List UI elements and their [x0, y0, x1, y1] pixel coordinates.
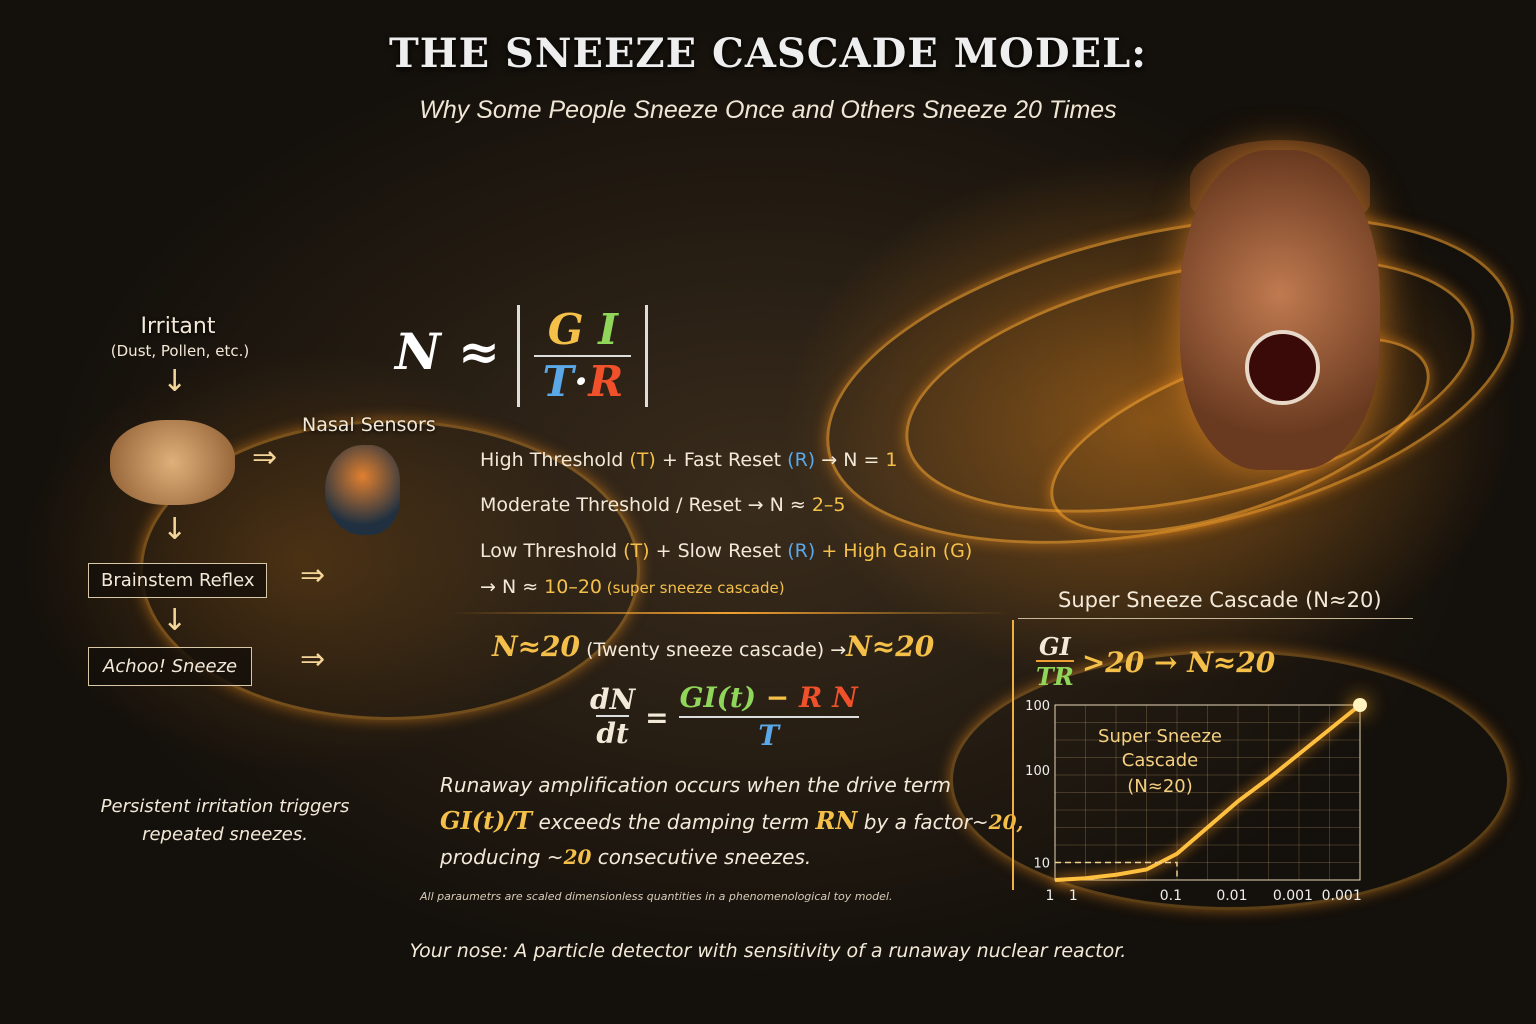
explanation: Runaway amplification occurs when the dr… [440, 773, 1024, 869]
x-tick-label: 0.001 [1273, 888, 1313, 900]
y-tick-label: 100 [1025, 764, 1050, 779]
open-mouth [1245, 330, 1320, 405]
condition-4: → N ≈ 10–20 (super sneeze cascade) [480, 576, 785, 598]
irritant-sub: (Dust, Pollen, etc.) [110, 342, 250, 360]
x-tick-label: 1 [1046, 888, 1055, 900]
divider [450, 612, 1010, 614]
annotation-line-1: Super Sneeze [1098, 726, 1222, 747]
sneezing-man-face [1180, 150, 1380, 470]
arrow-right-icon: ⇒ [252, 440, 278, 475]
t-symbol: T [542, 357, 574, 406]
subtitle: Why Some People Sneeze Once and Others S… [419, 96, 1117, 124]
twenty-line: N≈20 (Twenty sneeze cascade) →N≈20 [492, 630, 935, 663]
i-symbol: I [598, 305, 618, 354]
nasal-sensors-label: Nasal Sensors [302, 414, 436, 436]
cascade-chart: 1 1 0.1 0.01 0.001 0.001 100 100 10 Super Sneeze… [1012, 620, 1367, 900]
x-tick-label: 0.01 [1216, 888, 1247, 900]
y-tick-label: 100 [1025, 699, 1050, 714]
reference-dashed-line [1055, 861, 1178, 880]
persistent-note: Persistent irritation triggers repeated … [100, 796, 350, 845]
achoo-box: Achoo! Sneeze [88, 647, 253, 686]
x-tick-label: 0.001 [1322, 888, 1362, 900]
head-sensor-icon [325, 445, 400, 535]
dot: · [573, 357, 589, 406]
footnote: All paraumetrs are scaled dimensionless … [420, 890, 893, 903]
main-formula: N ≈ G I T·R [395, 305, 649, 407]
brainstem-reflex-box: Brainstem Reflex [88, 563, 268, 598]
formula-lhs: N ≈ [395, 322, 501, 381]
arrow-right-icon: ⇒ [300, 558, 326, 593]
chart-rule [1018, 618, 1413, 619]
g-symbol: G [547, 305, 584, 354]
irritant-label: Irritant [140, 314, 216, 339]
arrow-down-icon: ↓ [162, 603, 188, 638]
brain-icon [110, 420, 235, 505]
tagline: Your nose: A particle detector with sens… [409, 940, 1127, 962]
annotation-line-3: (N≈20) [1127, 776, 1193, 797]
plot-frame [1054, 704, 1361, 881]
endpoint-glow [1353, 698, 1367, 712]
arrow-down-icon: ↓ [162, 512, 188, 547]
x-tick-label: 1 [1069, 888, 1078, 900]
arrow-down-icon: ↓ [162, 364, 188, 399]
condition-2: Moderate Threshold / Reset → N ≈ 2–5 [480, 494, 846, 516]
condition-3: Low Threshold (T) + Slow Reset (R) + Hig… [480, 540, 973, 562]
condition-1: High Threshold (T) + Fast Reset (R) → N … [480, 449, 898, 471]
cascade-curve [1054, 703, 1362, 882]
x-tick-label: 0.1 [1160, 888, 1182, 900]
chart-title: Super Sneeze Cascade (N≈20) [1058, 588, 1382, 612]
arrow-right-icon: ⇒ [300, 642, 326, 677]
y-tick-label: 10 [1033, 857, 1050, 872]
r-symbol: R [588, 357, 624, 406]
annotation-line-2: Cascade [1122, 750, 1198, 771]
chart-condition: GI TR >20 → N≈20 [1036, 632, 1276, 691]
title: THE SNEEZE CASCADE MODEL: [389, 30, 1147, 77]
